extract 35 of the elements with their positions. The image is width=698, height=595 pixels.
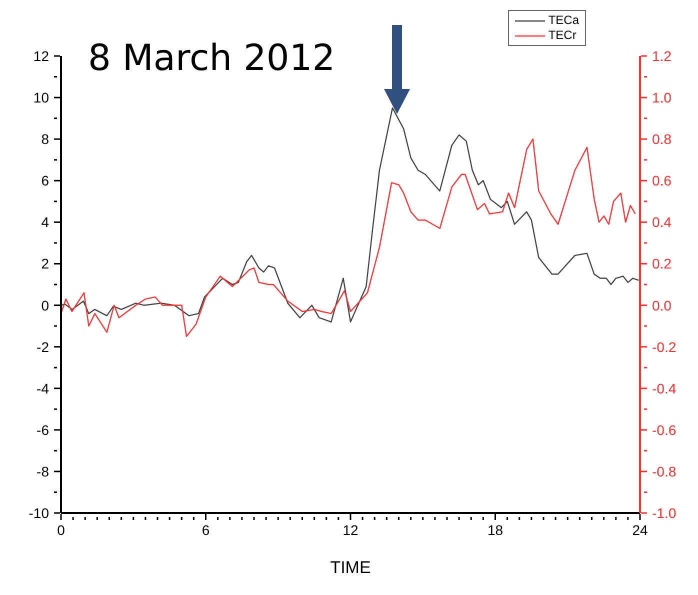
y2-tick-label: 1.2 bbox=[652, 48, 672, 64]
y2-tick-label: 0.6 bbox=[652, 172, 672, 189]
legend-label: TECa bbox=[548, 13, 579, 28]
x-tick-label: 12 bbox=[342, 522, 358, 538]
line-series bbox=[61, 138, 636, 338]
line-series bbox=[61, 107, 640, 322]
y2-tick-label: 0.4 bbox=[652, 214, 672, 230]
y2-tick-label: 0.8 bbox=[652, 131, 672, 148]
y-tick-label: 12 bbox=[33, 48, 50, 64]
legend-label: TECr bbox=[548, 28, 576, 43]
y-tick-label: 2 bbox=[41, 256, 50, 272]
x-tick-label: 18 bbox=[487, 522, 504, 538]
y-tick-label: 8 bbox=[41, 131, 50, 148]
y2-tick-label: -0.6 bbox=[652, 422, 676, 438]
y-tick-label: -2 bbox=[36, 338, 50, 355]
y-tick-label: -10 bbox=[28, 505, 50, 521]
y2-tick-label: 1.0 bbox=[652, 90, 672, 106]
y-tick-label: -8 bbox=[36, 463, 50, 480]
x-tick-label: 6 bbox=[202, 522, 210, 538]
x-tick-label: 24 bbox=[632, 522, 648, 538]
y-tick-label: 6 bbox=[41, 172, 50, 189]
y2-tick-label: 0.2 bbox=[652, 256, 672, 272]
x-axis-title: TIME bbox=[330, 558, 371, 577]
y2-tick-label: -0.8 bbox=[652, 463, 676, 480]
y2-tick-label: 0.0 bbox=[652, 297, 672, 314]
y2-tick-label: -0.4 bbox=[652, 380, 676, 396]
y-tick-label: 4 bbox=[41, 214, 50, 230]
y-tick-label: 0 bbox=[41, 297, 50, 314]
y-tick-label: 10 bbox=[33, 90, 50, 106]
x-tick-label: 0 bbox=[57, 522, 66, 538]
y-tick-label: -6 bbox=[36, 422, 50, 438]
y2-tick-label: -1.0 bbox=[652, 505, 676, 521]
y2-tick-label: -0.2 bbox=[652, 338, 676, 355]
chart-title: 8 March 2012 bbox=[88, 38, 336, 79]
y-tick-label: -4 bbox=[36, 380, 50, 396]
